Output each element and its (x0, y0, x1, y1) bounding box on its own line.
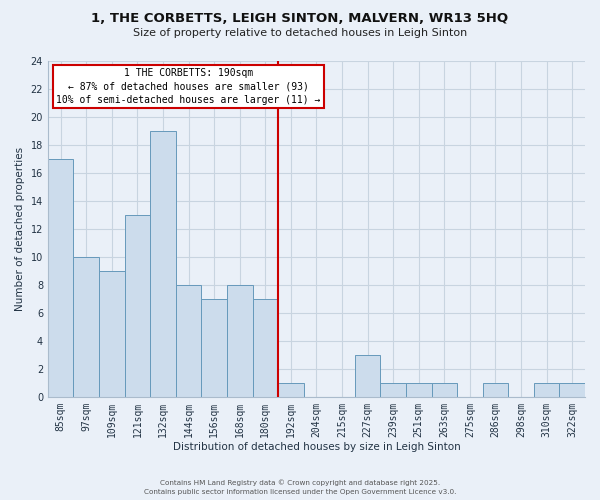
Bar (559, 383, 585, 397)
Bar (278, 383, 304, 397)
Bar (431, 383, 457, 397)
Text: 1 THE CORBETTS: 190sqm
← 87% of detached houses are smaller (93)
10% of semi-det: 1 THE CORBETTS: 190sqm ← 87% of detached… (56, 68, 321, 105)
Bar (73, 257, 99, 397)
Text: Contains HM Land Registry data © Crown copyright and database right 2025.: Contains HM Land Registry data © Crown c… (160, 480, 440, 486)
Text: 1, THE CORBETTS, LEIGH SINTON, MALVERN, WR13 5HQ: 1, THE CORBETTS, LEIGH SINTON, MALVERN, … (91, 12, 509, 26)
Bar (253, 299, 278, 397)
Bar (355, 355, 380, 397)
X-axis label: Distribution of detached houses by size in Leigh Sinton: Distribution of detached houses by size … (173, 442, 460, 452)
Text: Contains public sector information licensed under the Open Government Licence v3: Contains public sector information licen… (144, 489, 456, 495)
Y-axis label: Number of detached properties: Number of detached properties (15, 147, 25, 311)
Bar (227, 285, 253, 397)
Bar (150, 132, 176, 397)
Bar (176, 285, 202, 397)
Bar (482, 383, 508, 397)
Bar (202, 299, 227, 397)
Bar (99, 271, 125, 397)
Text: Size of property relative to detached houses in Leigh Sinton: Size of property relative to detached ho… (133, 28, 467, 38)
Bar (125, 215, 150, 397)
Bar (406, 383, 431, 397)
Bar (534, 383, 559, 397)
Bar (380, 383, 406, 397)
Bar (48, 160, 73, 397)
